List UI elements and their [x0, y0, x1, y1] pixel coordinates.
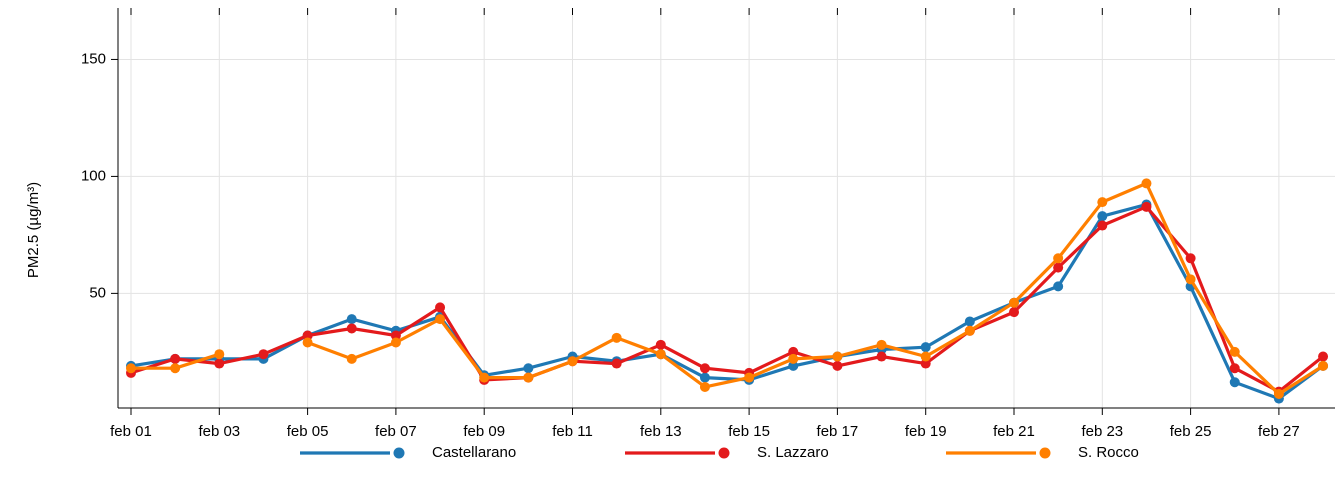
data-point — [920, 358, 931, 369]
y-tick-label: 50 — [89, 284, 106, 301]
data-point — [1229, 363, 1240, 374]
x-tick-label: feb 27 — [1258, 423, 1300, 440]
data-point — [523, 372, 534, 383]
data-point — [699, 381, 710, 392]
data-point — [788, 353, 799, 364]
y-axis-label: PM2.5 (µg/m³) — [25, 182, 42, 278]
x-tick-label: feb 19 — [905, 423, 947, 440]
series-line — [130, 205, 1324, 394]
data-point — [655, 339, 666, 350]
data-point — [920, 351, 931, 362]
data-point — [1318, 351, 1329, 362]
data-point — [1185, 253, 1196, 264]
data-point — [214, 349, 225, 360]
data-point — [1229, 377, 1240, 388]
data-point — [346, 323, 357, 334]
x-tick-label: feb 11 — [552, 423, 593, 440]
data-point — [390, 337, 401, 348]
series-line — [130, 202, 1324, 401]
data-point — [611, 332, 622, 343]
data-point — [567, 356, 578, 367]
data-point — [1053, 281, 1064, 292]
data-point — [302, 330, 313, 341]
legend-dot — [393, 447, 405, 459]
x-tick-label: feb 13 — [640, 423, 682, 440]
data-point — [964, 316, 975, 327]
data-point — [964, 325, 975, 336]
x-tick-label: feb 03 — [198, 423, 240, 440]
data-point — [1097, 220, 1108, 231]
data-point — [1318, 360, 1329, 371]
data-point — [788, 360, 799, 371]
data-point — [390, 330, 401, 341]
legend-label: Castellarano — [432, 444, 516, 461]
legend-label: S. Lazzaro — [757, 444, 829, 461]
data-point — [435, 302, 446, 313]
data-point — [655, 349, 666, 360]
data-point — [479, 372, 490, 383]
x-tick-label: feb 07 — [375, 423, 417, 440]
data-point — [699, 372, 710, 383]
data-point — [1185, 274, 1196, 285]
x-tick-label: feb 15 — [728, 423, 770, 440]
data-point — [435, 314, 446, 325]
legend-label: S. Rocco — [1078, 444, 1139, 461]
data-point — [1273, 388, 1284, 399]
data-point — [832, 351, 843, 362]
y-tick-label: 100 — [81, 167, 106, 184]
x-tick-label: feb 23 — [1081, 423, 1123, 440]
data-point — [346, 314, 357, 325]
x-tick-label: feb 17 — [817, 423, 859, 440]
data-point — [170, 353, 181, 364]
data-point — [611, 358, 622, 369]
data-point — [346, 353, 357, 364]
data-point — [126, 363, 136, 374]
data-point — [523, 363, 534, 374]
x-tick-label: feb 21 — [993, 423, 1035, 440]
x-tick-label: feb 25 — [1170, 423, 1212, 440]
data-point — [1141, 178, 1152, 189]
data-point — [302, 337, 313, 348]
data-point — [832, 360, 843, 371]
legend-dot — [1039, 447, 1051, 459]
x-tick-label: feb 09 — [463, 423, 505, 440]
x-tick-label: feb 05 — [287, 423, 329, 440]
data-point — [876, 351, 887, 362]
data-point — [214, 358, 225, 369]
data-point — [788, 346, 799, 357]
data-point — [258, 349, 269, 360]
series-line — [131, 181, 1324, 396]
data-point — [170, 363, 181, 374]
x-tick-label: feb 01 — [110, 423, 152, 440]
data-point — [920, 342, 931, 353]
data-point — [1141, 201, 1152, 212]
data-point — [699, 363, 710, 374]
data-point — [1009, 307, 1019, 318]
data-point — [1053, 253, 1064, 264]
data-point — [1009, 297, 1019, 308]
data-point — [1053, 262, 1064, 273]
data-point — [1097, 211, 1108, 222]
data-point — [1229, 346, 1240, 357]
legend-dot — [718, 447, 730, 459]
data-point — [744, 372, 755, 383]
data-point — [876, 339, 887, 350]
data-point — [1097, 197, 1108, 208]
y-tick-label: 150 — [81, 50, 106, 67]
